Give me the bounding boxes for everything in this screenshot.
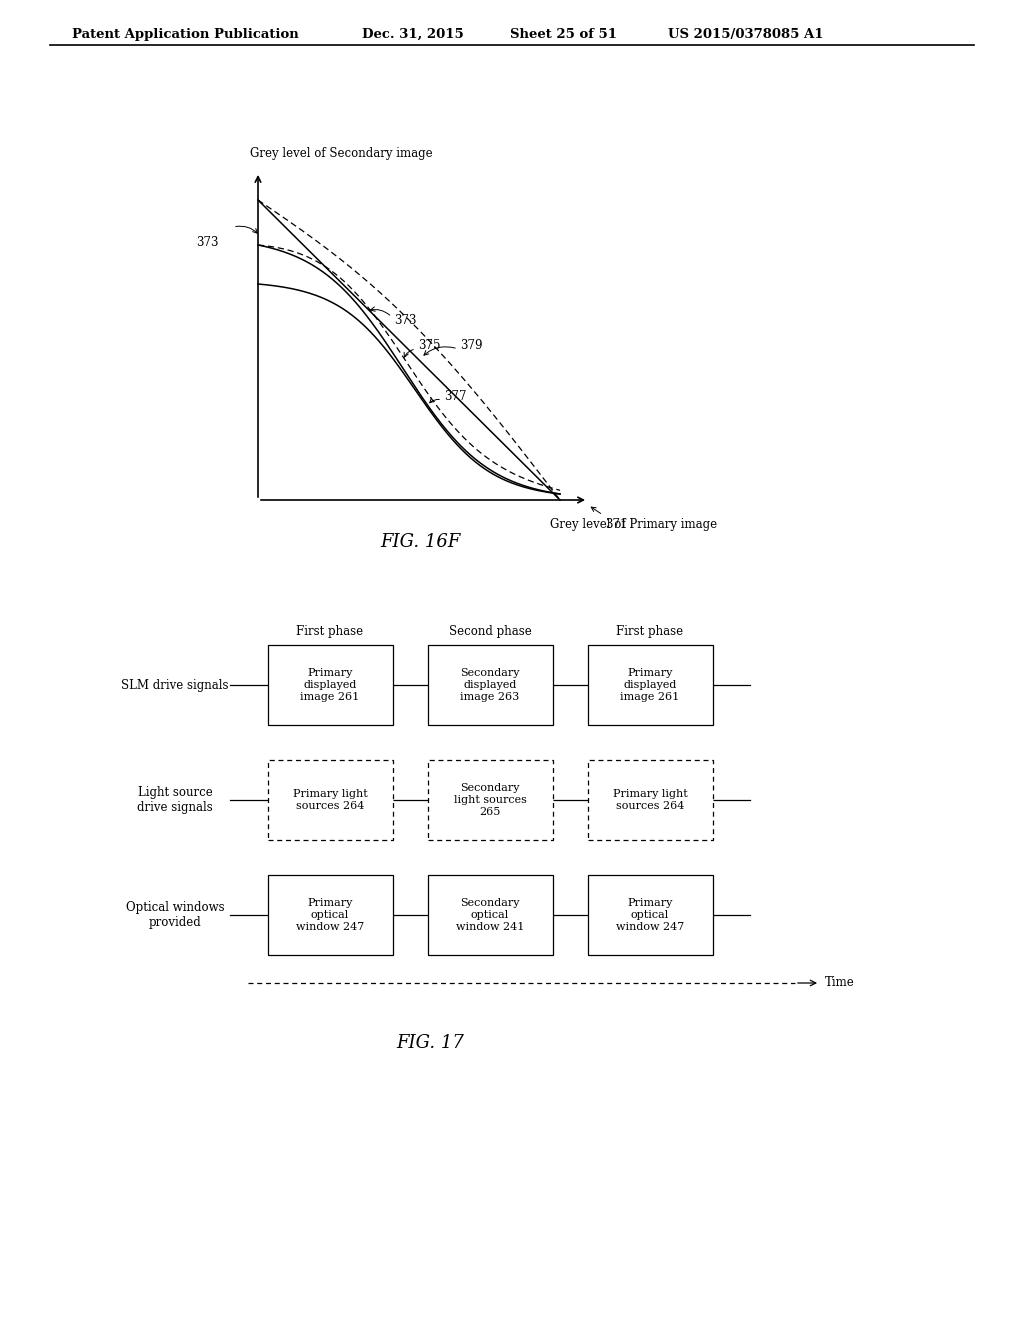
- Text: 371: 371: [605, 517, 628, 531]
- Text: 379: 379: [460, 339, 482, 352]
- Bar: [268, 875, 393, 954]
- Text: FIG. 16F: FIG. 16F: [380, 533, 460, 550]
- Text: Secondary
light sources
265: Secondary light sources 265: [454, 783, 526, 817]
- Text: US 2015/0378085 A1: US 2015/0378085 A1: [668, 28, 823, 41]
- Text: Grey level of Secondary image: Grey level of Secondary image: [250, 147, 432, 160]
- Text: SLM drive signals: SLM drive signals: [121, 678, 228, 692]
- Text: Time: Time: [825, 977, 855, 990]
- Text: Primary
displayed
image 261: Primary displayed image 261: [300, 668, 359, 702]
- Text: Primary
optical
window 247: Primary optical window 247: [615, 899, 684, 932]
- Text: Optical windows
provided: Optical windows provided: [126, 902, 224, 929]
- Text: First phase: First phase: [296, 624, 364, 638]
- Bar: [428, 645, 553, 725]
- Text: Primary light
sources 264: Primary light sources 264: [612, 789, 687, 810]
- Text: Light source
drive signals: Light source drive signals: [137, 785, 213, 814]
- Bar: [268, 760, 393, 840]
- Bar: [428, 875, 553, 954]
- Text: 375: 375: [418, 339, 440, 352]
- Bar: [428, 760, 553, 840]
- Text: Primary
displayed
image 261: Primary displayed image 261: [621, 668, 680, 702]
- Text: Sheet 25 of 51: Sheet 25 of 51: [510, 28, 617, 41]
- Text: Grey level of Primary image: Grey level of Primary image: [550, 517, 717, 531]
- Bar: [588, 760, 713, 840]
- Text: Primary light
sources 264: Primary light sources 264: [293, 789, 368, 810]
- Text: 377: 377: [444, 391, 467, 403]
- Text: First phase: First phase: [616, 624, 684, 638]
- Text: Dec. 31, 2015: Dec. 31, 2015: [362, 28, 464, 41]
- Text: FIG. 17: FIG. 17: [396, 1034, 464, 1052]
- Text: Second phase: Second phase: [449, 624, 531, 638]
- Text: 373: 373: [394, 314, 417, 326]
- Text: Patent Application Publication: Patent Application Publication: [72, 28, 299, 41]
- Text: Secondary
displayed
image 263: Secondary displayed image 263: [460, 668, 520, 702]
- Text: 373: 373: [196, 235, 218, 248]
- Text: Primary
optical
window 247: Primary optical window 247: [296, 899, 365, 932]
- Bar: [268, 645, 393, 725]
- Bar: [588, 645, 713, 725]
- Text: Secondary
optical
window 241: Secondary optical window 241: [456, 899, 524, 932]
- Bar: [588, 875, 713, 954]
